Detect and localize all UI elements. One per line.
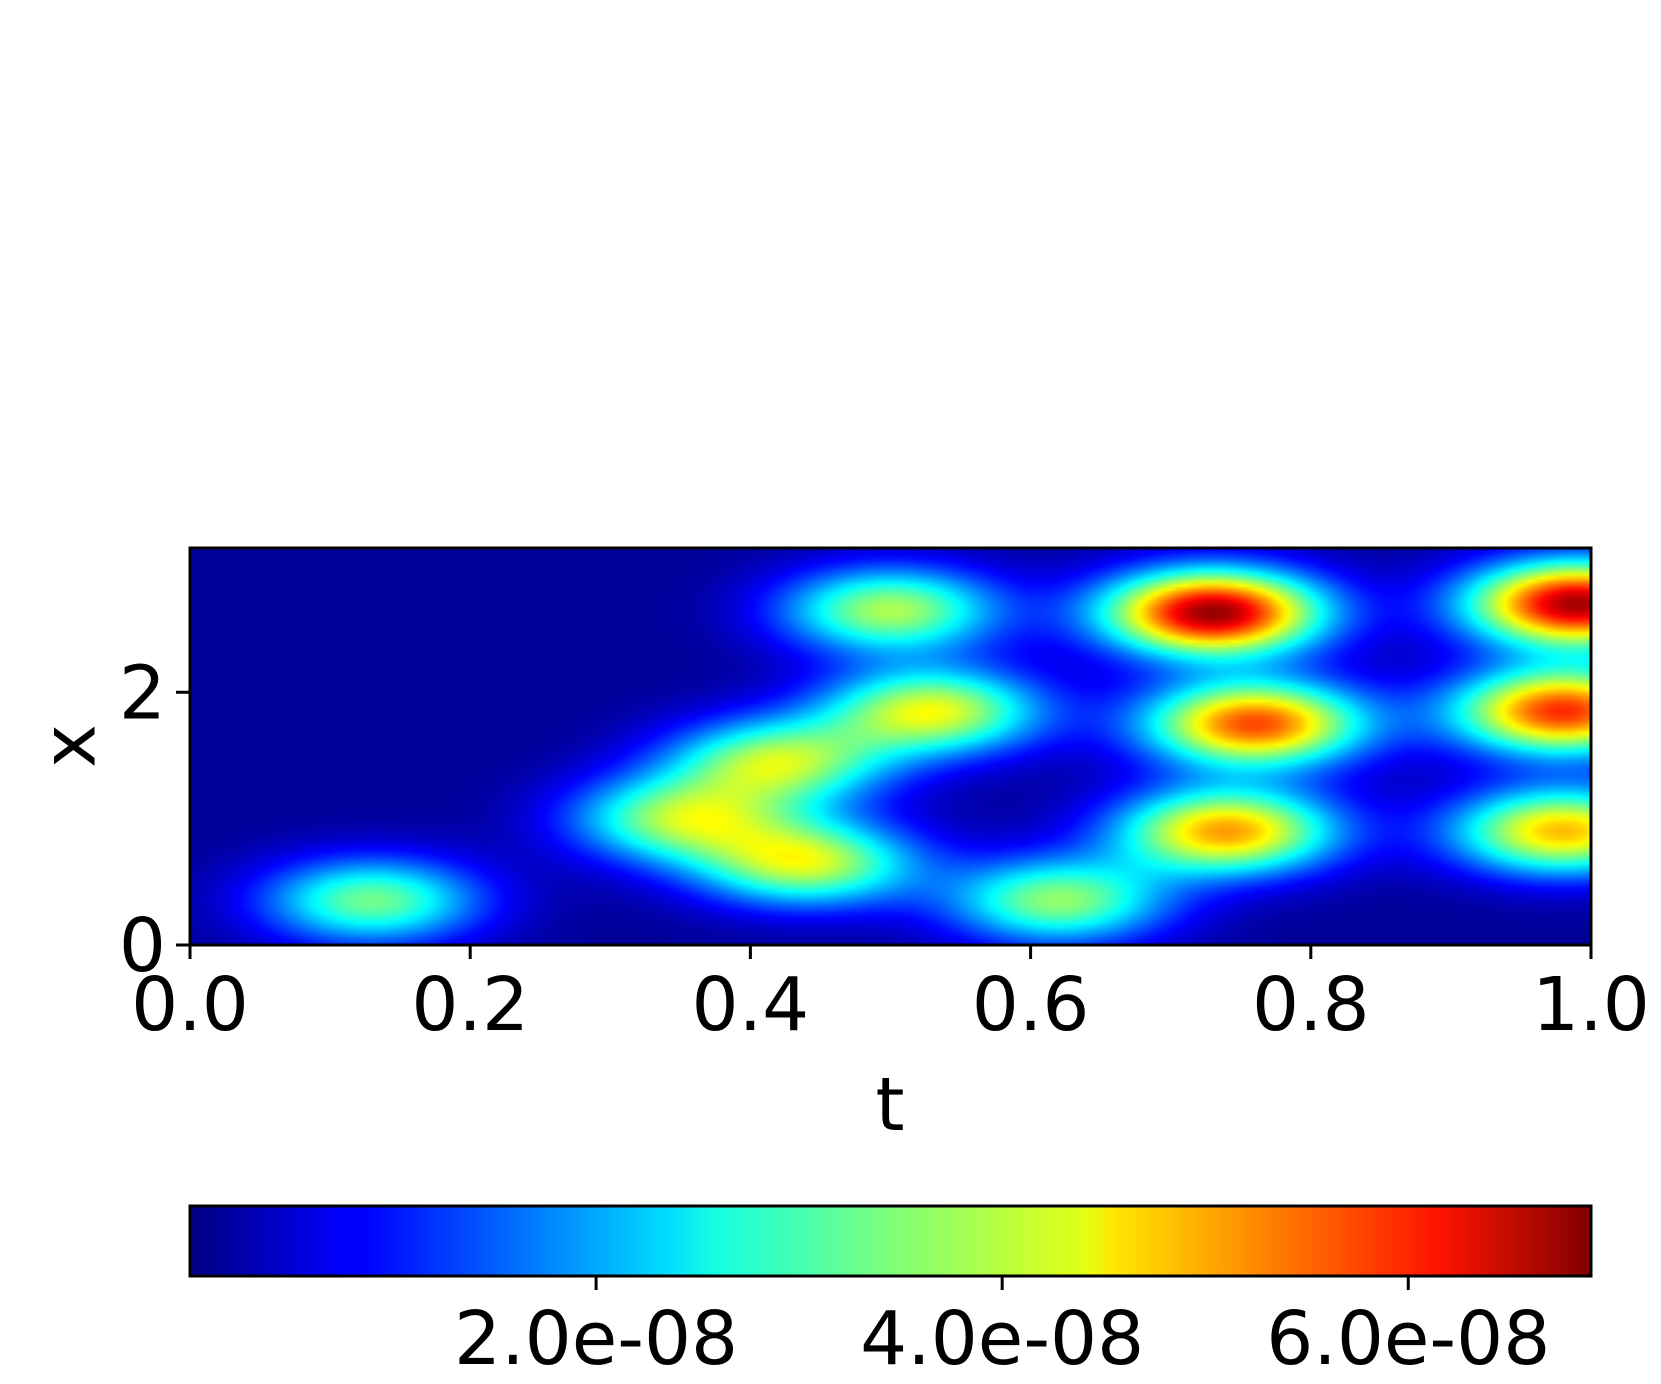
colorbar-tick-label: 6.0e-08 [1266,1296,1550,1382]
y-tick-label: 0 [119,903,166,989]
x-axis-label: t [875,1062,904,1148]
x-tick-label: 1.0 [1532,962,1650,1048]
x-axis-ticks: 0.0 0.2 0.4 0.6 0.8 1.0 [131,945,1650,1048]
y-tick-label: 2 [119,650,166,736]
plot-area [188,546,1593,947]
colorbar-tick-label: 2.0e-08 [454,1296,738,1382]
colorbar-gradient [188,1204,1593,1278]
colorbar-tick-label: 4.0e-08 [860,1296,1144,1382]
colorbar-ticks: 2.0e-08 4.0e-08 6.0e-08 [454,1276,1550,1382]
x-tick-label: 0.0 [131,962,249,1048]
x-tick-label: 0.2 [411,962,529,1048]
x-tick-label: 0.4 [692,962,810,1048]
y-axis-ticks: 02 [119,650,190,989]
x-tick-label: 0.6 [972,962,1090,1048]
heatmap-image [190,548,1591,945]
y-axis-label: x [27,724,113,768]
x-tick-label: 0.8 [1252,962,1370,1048]
colorbar: 2.0e-08 4.0e-08 6.0e-08 [188,1204,1593,1382]
plot-frame [188,546,1593,947]
